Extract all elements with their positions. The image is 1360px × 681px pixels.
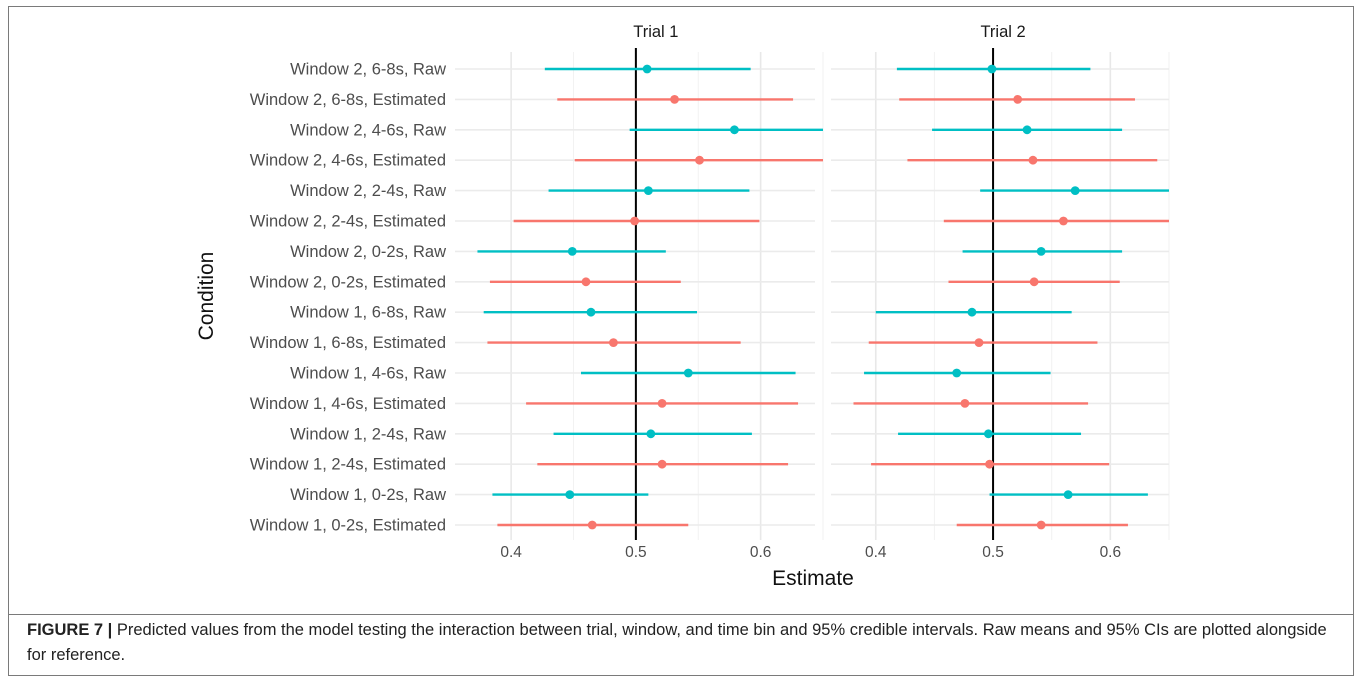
estimate-point [695, 155, 704, 165]
condition-label: Window 2, 6-8s, Estimated [250, 91, 446, 109]
x-tick-label: 0.5 [982, 544, 1004, 561]
estimate-point [657, 399, 667, 408]
estimate-point [567, 247, 577, 256]
estimate-point [670, 95, 679, 104]
estimate-point [974, 338, 984, 347]
condition-label: Window 1, 0-2s, Raw [290, 486, 446, 504]
condition-label: Window 2, 2-4s, Estimated [250, 213, 446, 231]
estimate-point [565, 490, 575, 499]
estimate-point [1022, 125, 1032, 135]
estimate-point [646, 429, 656, 439]
x-tick-label: 0.5 [625, 544, 647, 561]
condition-label: Window 1, 4-6s, Estimated [250, 395, 446, 413]
x-tick-label: 0.6 [750, 544, 772, 561]
x-tick-label: 0.4 [865, 544, 887, 561]
x-axis-title: Estimate [772, 567, 854, 590]
estimate-point [586, 307, 596, 317]
estimate-point [587, 520, 597, 530]
panel-title: Trial 2 [980, 23, 1025, 41]
estimate-point [1063, 490, 1073, 499]
condition-label: Window 1, 6-8s, Raw [290, 304, 446, 322]
y-axis-title: Condition [195, 252, 218, 341]
condition-label: Window 1, 4-6s, Raw [290, 365, 446, 383]
estimate-point [1029, 277, 1039, 287]
x-tick-label: 0.6 [1100, 544, 1122, 561]
estimate-point [630, 216, 640, 226]
caption-text: Predicted values from the model testing … [27, 621, 1327, 664]
estimate-point [1036, 520, 1046, 530]
estimate-point [1013, 95, 1023, 104]
estimate-point [1070, 186, 1080, 196]
condition-label: Window 1, 6-8s, Estimated [250, 334, 446, 352]
figure-caption: FIGURE 7 | Predicted values from the mod… [27, 618, 1337, 668]
estimate-point [960, 399, 970, 408]
figure-frame [8, 6, 1354, 676]
condition-label: Window 2, 6-8s, Raw [290, 61, 446, 79]
condition-label: Window 2, 0-2s, Estimated [250, 273, 446, 291]
estimate-point [643, 186, 653, 196]
condition-label: Window 1, 2-4s, Raw [290, 425, 446, 443]
condition-label: Window 2, 2-4s, Raw [290, 182, 446, 200]
estimate-point [1028, 155, 1038, 165]
condition-label: Window 2, 4-6s, Raw [290, 121, 446, 139]
panel-title: Trial 1 [633, 23, 678, 41]
x-tick-label: 0.4 [500, 544, 522, 561]
estimate-point [581, 277, 591, 287]
caption-label: FIGURE 7 | [27, 621, 113, 639]
estimate-point [1036, 247, 1046, 256]
estimate-point [609, 338, 618, 347]
estimate-point [952, 368, 962, 378]
estimate-point [730, 125, 739, 135]
forest-plot: Window 2, 6-8s, Raw Window 2, 6-8s, Estim… [195, 23, 1170, 590]
caption-divider [8, 614, 1354, 615]
condition-label: Window 2, 0-2s, Raw [290, 243, 446, 261]
condition-label: Window 2, 4-6s, Estimated [250, 152, 446, 170]
estimate-point [1059, 216, 1068, 226]
estimate-point [985, 459, 994, 469]
estimate-point [642, 64, 652, 74]
condition-label: Window 1, 2-4s, Estimated [250, 456, 446, 474]
estimate-point [683, 368, 693, 378]
estimate-point [983, 429, 993, 439]
condition-label: Window 1, 0-2s, Estimated [250, 517, 446, 535]
estimate-point [987, 64, 997, 74]
estimate-point [967, 307, 977, 317]
estimate-point [657, 459, 667, 469]
